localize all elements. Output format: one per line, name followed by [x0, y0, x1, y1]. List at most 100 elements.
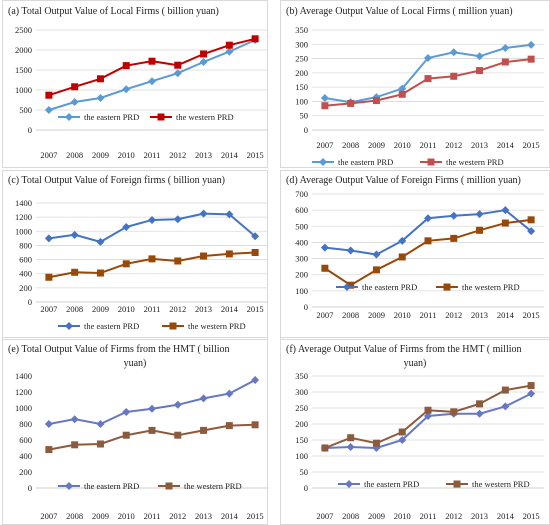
- legend-marker: [165, 482, 173, 490]
- series-line-eastern: [48, 39, 256, 111]
- data-point: [122, 408, 131, 416]
- y-tick-label: 600: [295, 205, 308, 215]
- legend-label: the eastern PRD: [84, 112, 139, 122]
- data-point: [148, 426, 156, 434]
- data-point: [320, 243, 329, 252]
- data-point: [398, 90, 406, 98]
- legend-label: the eastern PRD: [338, 157, 393, 167]
- y-tick-label: 0: [28, 297, 32, 307]
- data-point: [148, 77, 156, 86]
- x-tick-label: 2010: [394, 140, 411, 150]
- data-point: [70, 415, 79, 424]
- x-tick-label: 2012: [445, 511, 462, 521]
- x-tick-label: 2014: [221, 150, 239, 160]
- legend-marker: [65, 113, 73, 121]
- chart-panel-4: (d) Average Output Value of Foreign Firm…: [280, 170, 550, 340]
- y-tick-label: 400: [295, 237, 308, 247]
- data-point: [45, 273, 53, 281]
- data-point: [199, 394, 208, 403]
- x-tick-label: 2007: [40, 304, 57, 314]
- data-point: [225, 422, 233, 430]
- x-tick-label: 2007: [316, 511, 333, 521]
- chart-title: (c) Total Output Value of Foreign firms …: [8, 175, 225, 186]
- x-tick-label: 2009: [92, 304, 109, 314]
- data-point: [173, 215, 182, 224]
- data-point: [476, 67, 484, 75]
- x-tick-label: 2014: [497, 310, 515, 320]
- data-point: [200, 50, 208, 58]
- data-point: [96, 75, 104, 83]
- y-tick-label: 150: [295, 82, 308, 92]
- data-point: [398, 84, 407, 93]
- data-point: [44, 234, 53, 243]
- data-point: [527, 216, 535, 224]
- data-point: [424, 237, 432, 245]
- data-point: [398, 253, 406, 261]
- data-point: [527, 389, 536, 398]
- series-line-western: [324, 58, 532, 107]
- data-point: [501, 206, 510, 215]
- data-point: [148, 215, 156, 224]
- data-point: [251, 376, 260, 384]
- x-tick-label: 2013: [471, 140, 488, 150]
- y-tick-label: 800: [19, 419, 32, 429]
- y-tick-label: 1200: [15, 212, 32, 222]
- data-point: [225, 47, 234, 56]
- data-point: [174, 431, 182, 439]
- data-point: [70, 230, 79, 239]
- y-tick-label: 200: [295, 68, 308, 78]
- legend-label: the eastern PRD: [84, 321, 139, 331]
- y-tick-label: 1000: [15, 85, 32, 95]
- chart-panel-3: (c) Total Output Value of Foreign firms …: [2, 170, 268, 340]
- data-point: [501, 58, 509, 66]
- x-tick-label: 2009: [368, 310, 385, 320]
- y-tick-label: 0: [304, 302, 308, 312]
- data-point: [476, 400, 484, 408]
- data-point: [96, 440, 104, 448]
- y-tick-label: 1400: [15, 198, 32, 208]
- x-tick-label: 2014: [497, 511, 515, 521]
- y-tick-label: 200: [295, 419, 308, 429]
- legend-marker: [65, 322, 73, 330]
- legend-marker: [343, 283, 351, 291]
- legend-marker: [319, 158, 327, 166]
- data-point: [71, 441, 79, 449]
- x-tick-label: 2009: [92, 150, 109, 160]
- series-line-eastern: [48, 379, 256, 426]
- y-tick-label: 500: [295, 221, 308, 231]
- y-tick-label: 200: [295, 270, 308, 280]
- y-tick-label: 350: [295, 371, 308, 381]
- y-tick-label: 300: [295, 387, 308, 397]
- x-tick-label: 2008: [342, 310, 359, 320]
- y-tick-label: 1500: [15, 65, 32, 75]
- data-point: [71, 268, 79, 276]
- y-tick-label: 300: [295, 254, 308, 264]
- data-point: [424, 406, 432, 414]
- data-point: [225, 41, 233, 49]
- x-tick-label: 2011: [420, 511, 437, 521]
- y-tick-label: 250: [295, 54, 308, 64]
- x-tick-label: 2012: [169, 150, 186, 160]
- data-point: [450, 234, 458, 242]
- data-point: [527, 382, 535, 390]
- x-tick-label: 2011: [144, 150, 161, 160]
- y-tick-label: 2500: [15, 25, 32, 35]
- chart-title-line2: yuan): [124, 358, 147, 369]
- legend-marker: [427, 158, 435, 166]
- data-point: [475, 52, 484, 61]
- data-point: [122, 62, 130, 70]
- data-point: [199, 58, 208, 66]
- data-point: [476, 226, 484, 234]
- y-tick-label: 100: [295, 96, 308, 106]
- data-point: [450, 72, 458, 80]
- data-point: [44, 420, 53, 428]
- data-point: [173, 400, 182, 409]
- chart-title: (d) Average Output Value of Foreign Firm…: [286, 175, 521, 186]
- data-point: [225, 210, 234, 219]
- data-point: [96, 420, 105, 428]
- data-point: [424, 214, 432, 223]
- x-tick-label: 2011: [420, 140, 437, 150]
- x-tick-label: 2012: [445, 310, 462, 320]
- data-point: [45, 91, 53, 99]
- x-tick-label: 2015: [523, 310, 540, 320]
